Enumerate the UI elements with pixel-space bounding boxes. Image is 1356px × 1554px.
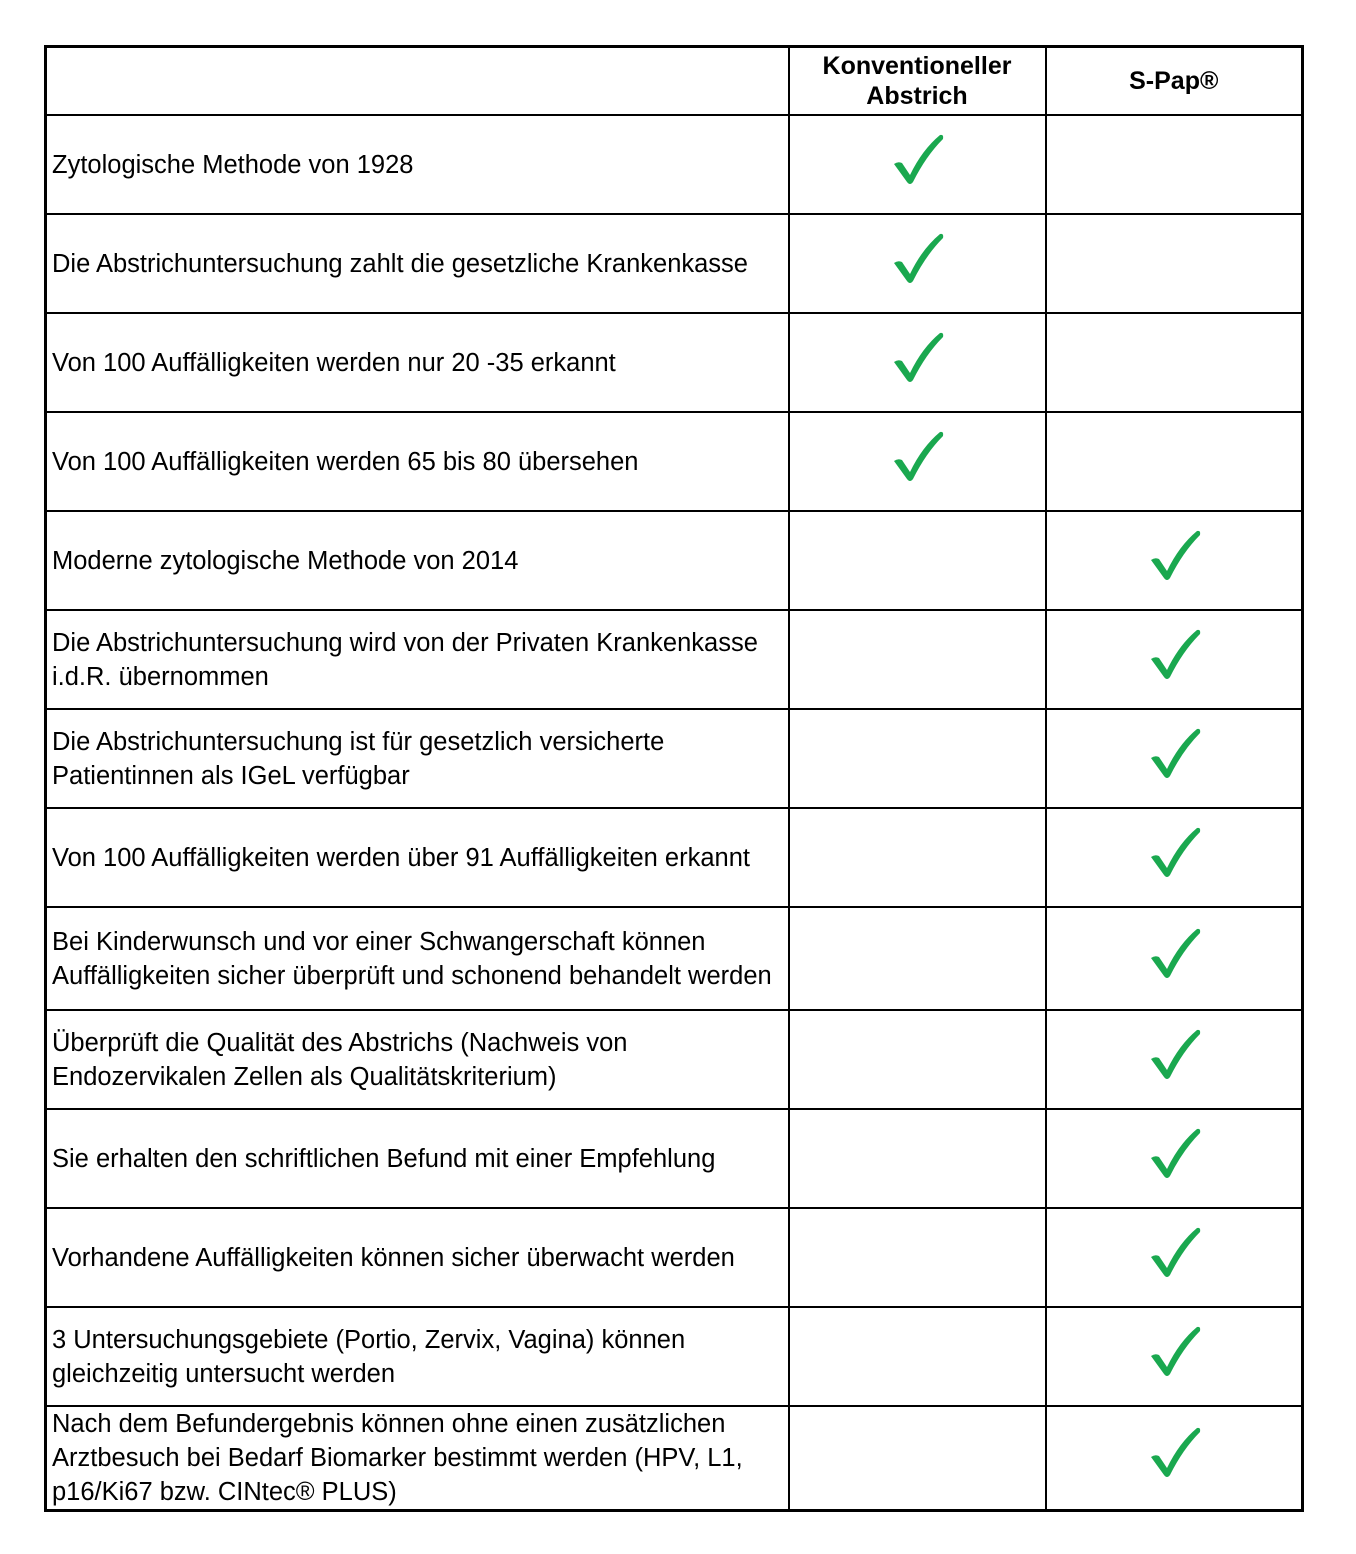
header-row: Konventioneller Abstrich S-Pap® [44,45,1304,116]
row-label: Überprüft die Qualität des Abstrichs (Na… [44,1009,790,1110]
cell-s-pap [1044,312,1304,413]
table-row: Von 100 Auffälligkeiten werden über 91 A… [44,807,1304,908]
cell-konventionell [787,312,1047,413]
checkmark-icon [894,134,944,184]
cell-s-pap [1044,708,1304,809]
checkmark-icon [1150,1427,1200,1477]
cell-konventionell [787,807,1047,908]
cell-s-pap [1044,906,1304,1011]
checkmark-icon [1150,1029,1200,1079]
checkmark-icon [1150,1227,1200,1277]
cell-konventionell [787,114,1047,215]
cell-s-pap [1044,411,1304,512]
cell-s-pap [1044,510,1304,611]
cell-s-pap [1044,609,1304,710]
cell-s-pap [1044,807,1304,908]
cell-s-pap [1044,1405,1304,1512]
cell-konventionell [787,1207,1047,1308]
row-label: Sie erhalten den schriftlichen Befund mi… [44,1108,790,1209]
table-row: 3 Untersuchungsgebiete (Portio, Zervix, … [44,1306,1304,1407]
cell-s-pap [1044,1009,1304,1110]
cell-s-pap [1044,114,1304,215]
table-row: Zytologische Methode von 1928 [44,114,1304,215]
table-row: Die Abstrichuntersuchung wird von der Pr… [44,609,1304,710]
row-label: 3 Untersuchungsgebiete (Portio, Zervix, … [44,1306,790,1407]
checkmark-icon [1150,1326,1200,1376]
cell-konventionell [787,708,1047,809]
checkmark-icon [894,332,944,382]
table-row: Von 100 Auffälligkeiten werden nur 20 -3… [44,312,1304,413]
cell-konventionell [787,1009,1047,1110]
checkmark-icon [894,233,944,283]
comparison-table: Konventioneller Abstrich S-Pap® Zytologi… [44,45,1304,1512]
row-label: Von 100 Auffälligkeiten werden 65 bis 80… [44,411,790,512]
header-s-pap: S-Pap® [1044,45,1304,116]
checkmark-icon [1150,629,1200,679]
row-label: Bei Kinderwunsch und vor einer Schwanger… [44,906,790,1011]
row-label: Von 100 Auffälligkeiten werden nur 20 -3… [44,312,790,413]
cell-konventionell [787,1405,1047,1512]
table-row: Bei Kinderwunsch und vor einer Schwanger… [44,906,1304,1011]
checkmark-icon [894,431,944,481]
header-konventioneller-abstrich: Konventioneller Abstrich [787,45,1047,116]
cell-konventionell [787,609,1047,710]
cell-s-pap [1044,1108,1304,1209]
cell-konventionell [787,1306,1047,1407]
checkmark-icon [1150,530,1200,580]
checkmark-icon [1150,728,1200,778]
row-label: Vorhandene Auffälligkeiten können sicher… [44,1207,790,1308]
cell-konventionell [787,411,1047,512]
table-row: Von 100 Auffälligkeiten werden 65 bis 80… [44,411,1304,512]
table-row: Moderne zytologische Methode von 2014 [44,510,1304,611]
table-row: Überprüft die Qualität des Abstrichs (Na… [44,1009,1304,1110]
row-label: Von 100 Auffälligkeiten werden über 91 A… [44,807,790,908]
row-label: Nach dem Befundergebnis können ohne eine… [44,1405,790,1512]
cell-konventionell [787,1108,1047,1209]
row-label: Die Abstrichuntersuchung zahlt die geset… [44,213,790,314]
table-row: Sie erhalten den schriftlichen Befund mi… [44,1108,1304,1209]
cell-s-pap [1044,1207,1304,1308]
table-row: Nach dem Befundergebnis können ohne eine… [44,1405,1304,1512]
cell-konventionell [787,510,1047,611]
table-row: Die Abstrichuntersuchung zahlt die geset… [44,213,1304,314]
cell-s-pap [1044,213,1304,314]
row-label: Moderne zytologische Methode von 2014 [44,510,790,611]
table-row: Die Abstrichuntersuchung ist für gesetzl… [44,708,1304,809]
header-corner [44,45,790,116]
table-row: Vorhandene Auffälligkeiten können sicher… [44,1207,1304,1308]
cell-konventionell [787,213,1047,314]
cell-konventionell [787,906,1047,1011]
checkmark-icon [1150,1128,1200,1178]
row-label: Die Abstrichuntersuchung ist für gesetzl… [44,708,790,809]
row-label: Die Abstrichuntersuchung wird von der Pr… [44,609,790,710]
checkmark-icon [1150,928,1200,978]
cell-s-pap [1044,1306,1304,1407]
row-label: Zytologische Methode von 1928 [44,114,790,215]
checkmark-icon [1150,827,1200,877]
